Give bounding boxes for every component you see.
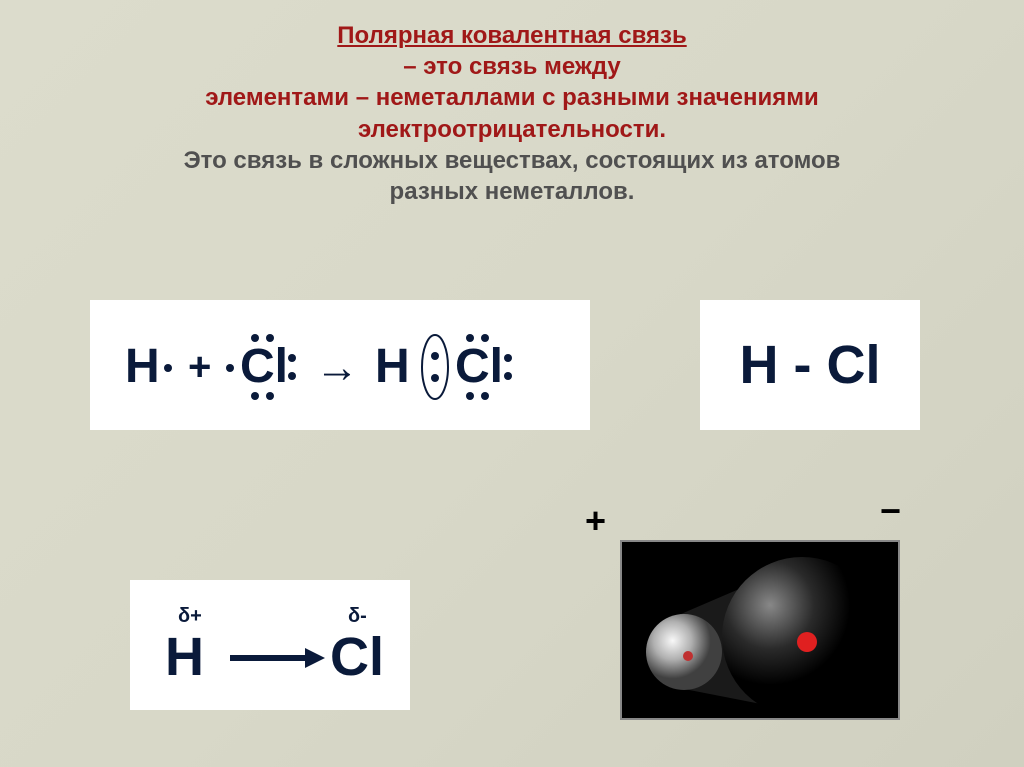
title-block: Полярная ковалентная связь – это связь м… — [0, 0, 1024, 207]
title-line1: Полярная ковалентная связь — [80, 20, 944, 51]
structural-formula: H - Cl — [700, 300, 920, 430]
lewis-arrow: → — [315, 343, 359, 392]
charge-minus: − — [880, 490, 901, 532]
charge-plus: + — [585, 500, 606, 542]
delta-minus: δ- — [348, 605, 367, 627]
molecule-3d-render — [620, 540, 900, 720]
title-line2: – это связь между — [80, 51, 944, 82]
delta-plus: δ+ — [178, 605, 202, 627]
lewis-plus: + — [188, 345, 211, 389]
title-line3: элементами – неметаллами с разными значе… — [80, 82, 944, 113]
lewis-Cl2: Cl — [455, 340, 503, 393]
structural-text: H - Cl — [740, 334, 881, 396]
dipole-H: H — [165, 627, 204, 687]
title-line6: разных неметаллов. — [80, 176, 944, 207]
dipole-diagram: δ+ H δ- Cl — [130, 580, 410, 710]
title-line4: электроотрицательности. — [80, 114, 944, 145]
lewis-structure-diagram: H + Cl → H Cl — [90, 300, 590, 430]
dipole-Cl: Cl — [330, 627, 384, 687]
title-line5: Это связь в сложных веществах, состоящих… — [80, 145, 944, 176]
lewis-H2: H — [375, 340, 410, 393]
lewis-Cl1: Cl — [240, 340, 288, 393]
lewis-H1: H — [125, 340, 160, 393]
